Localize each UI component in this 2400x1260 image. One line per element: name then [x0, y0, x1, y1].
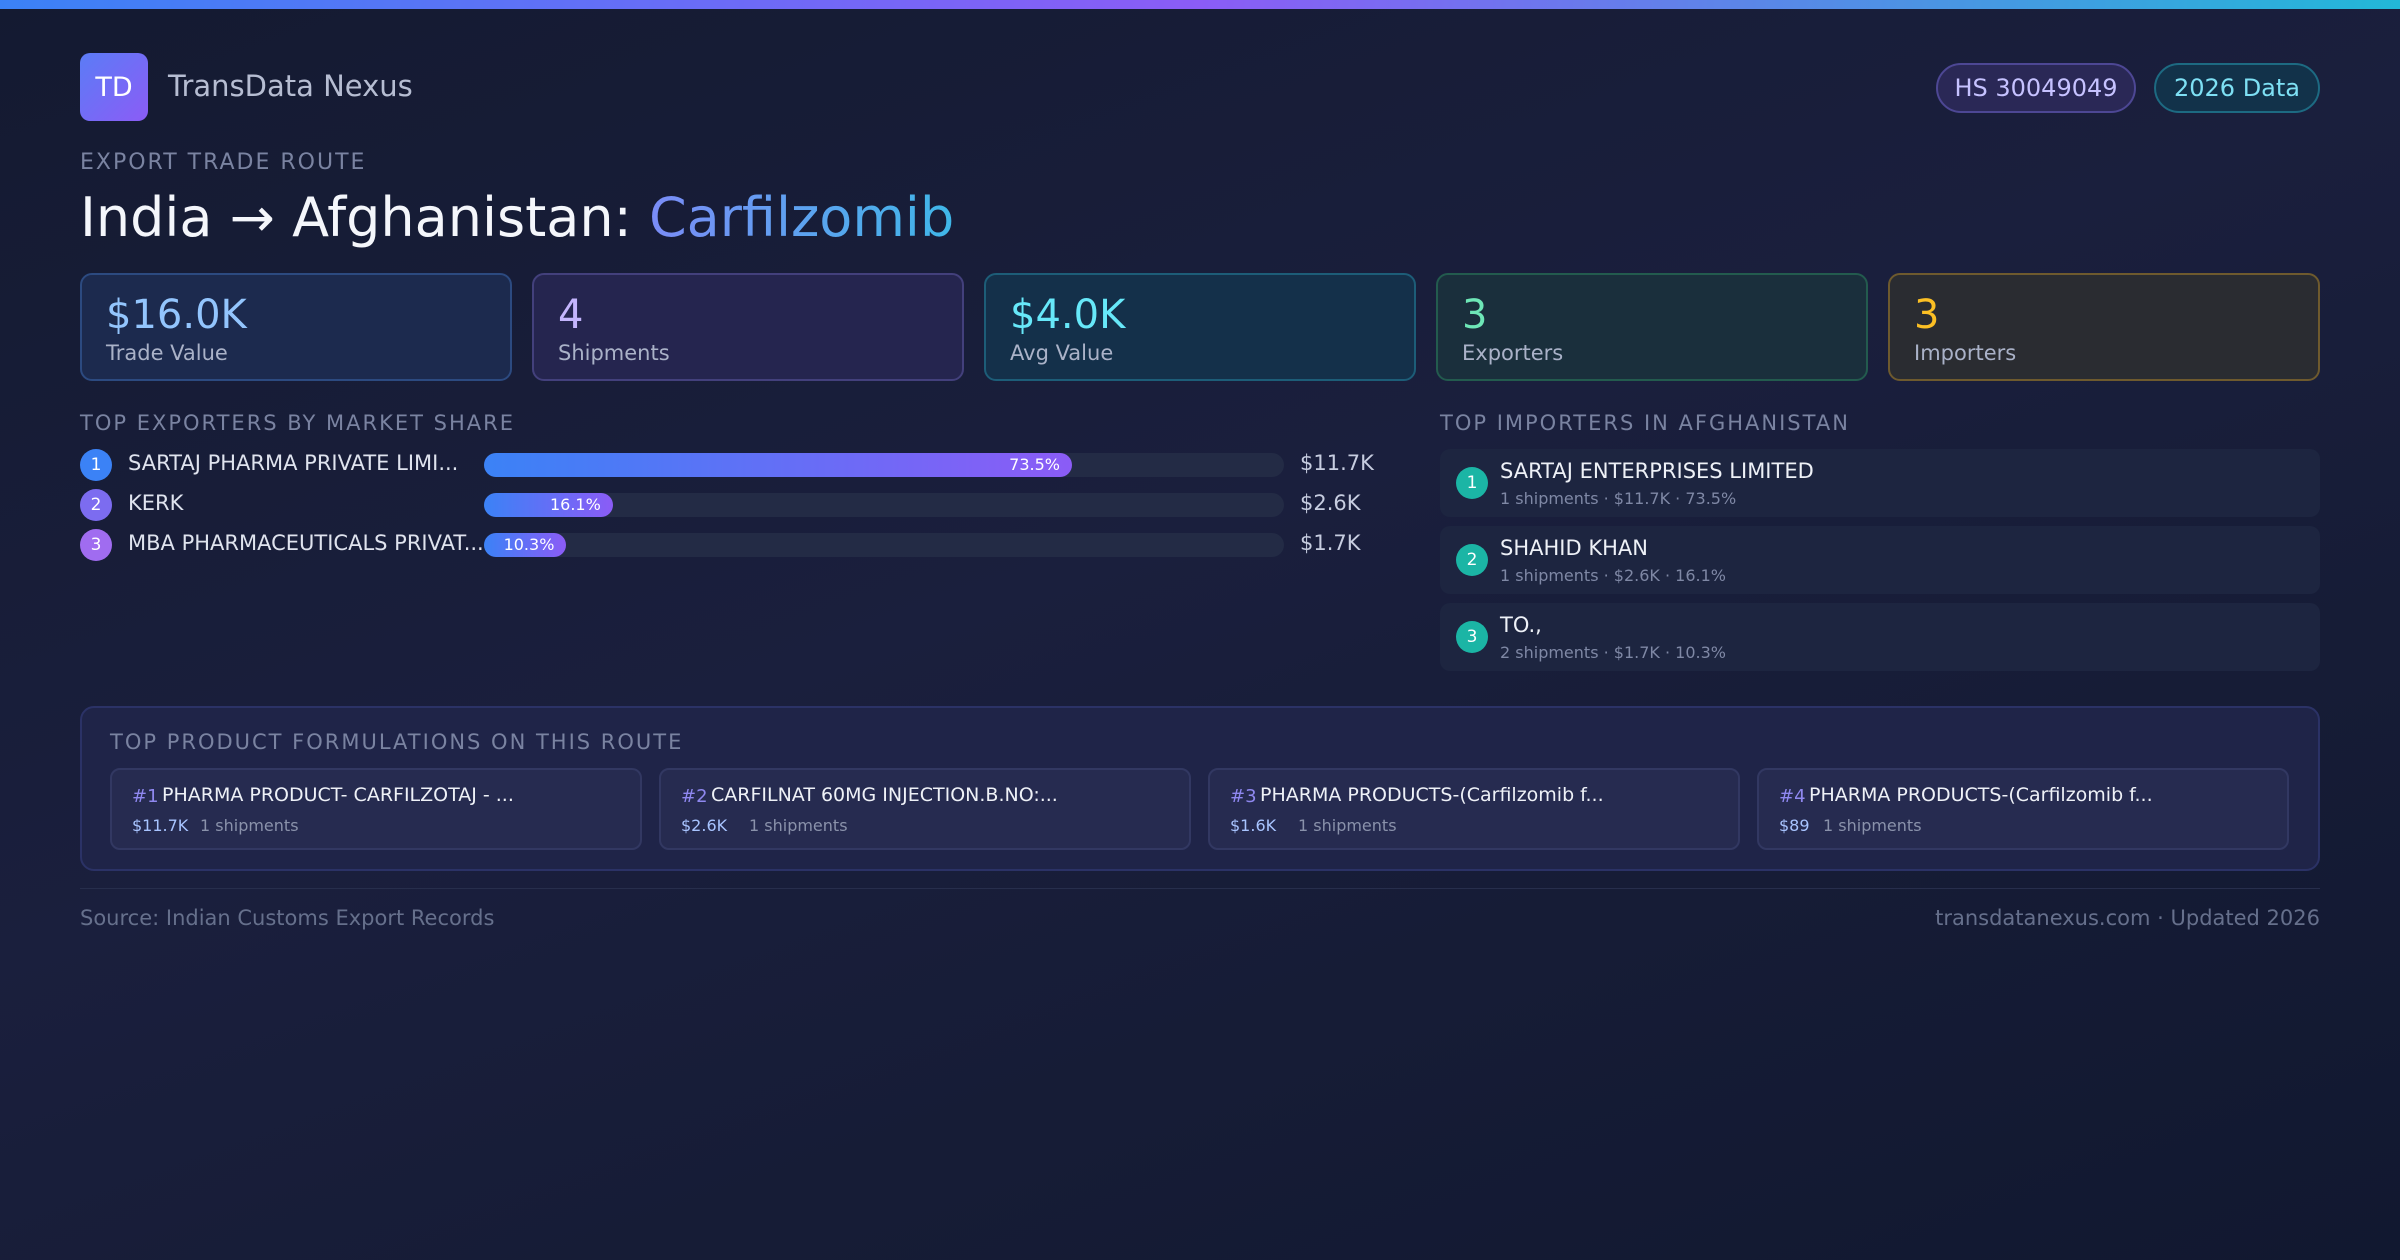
exporter-rank: 1 [80, 449, 112, 481]
hs-code-badge: HS 30049049 [1936, 63, 2136, 113]
importer-rank: 2 [1456, 544, 1488, 576]
product-rank: #4 [1779, 786, 1806, 807]
page-title: India → Afghanistan: Carfilzomib [80, 186, 954, 249]
stat-importers: 3 Importers [1888, 273, 2320, 381]
footer-divider [80, 888, 2320, 889]
page-eyebrow: EXPORT TRADE ROUTE [80, 150, 367, 175]
title-route: India → Afghanistan: [80, 186, 649, 249]
importer-card[interactable]: 1 SARTAJ ENTERPRISES LIMITED 1 shipments… [1440, 449, 2320, 517]
stat-exporters: 3 Exporters [1436, 273, 1868, 381]
stat-label: Shipments [558, 341, 670, 365]
product-name: PHARMA PRODUCT- CARFILZOTAJ - ... [162, 784, 514, 806]
stat-avg-value: $4.0K Avg Value [984, 273, 1416, 381]
importer-name: SHAHID KHAN [1500, 536, 1648, 560]
importers-section-title: TOP IMPORTERS IN AFGHANISTAN [1440, 411, 1850, 435]
footer-site[interactable]: transdatanexus.com · Updated 2026 [1935, 906, 2320, 930]
product-name: PHARMA PRODUCTS-(Carfilzomib f... [1260, 784, 1604, 806]
stat-value: 3 [1914, 292, 1940, 338]
title-product: Carfilzomib [648, 186, 955, 249]
stat-trade-value: $16.0K Trade Value [80, 273, 512, 381]
header: TD TransData Nexus HS 30049049 2026 Data [80, 53, 2320, 121]
product-card[interactable]: #2 CARFILNAT 60MG INJECTION.B.NO:... $2.… [659, 768, 1191, 850]
product-card[interactable]: #4 PHARMA PRODUCTS-(Carfilzomib f... $89… [1757, 768, 2289, 850]
product-shipments: 1 shipments [1823, 816, 1922, 835]
stat-value: 4 [558, 292, 584, 338]
share-bar-fill: 73.5% [484, 453, 1072, 477]
importer-rank: 3 [1456, 621, 1488, 653]
product-rank: #1 [132, 786, 159, 807]
logo[interactable]: TD [80, 53, 148, 121]
stat-value: $4.0K [1010, 292, 1126, 338]
share-bar-track: 16.1% [484, 493, 1284, 517]
stat-value: $16.0K [106, 292, 247, 338]
stat-shipments: 4 Shipments [532, 273, 964, 381]
stat-label: Importers [1914, 341, 2017, 365]
exporter-row[interactable]: 3 MBA PHARMACEUTICALS PRIVAT... 10.3% $1… [80, 529, 1370, 561]
product-value: $11.7K [132, 816, 189, 835]
share-bar-fill: 10.3% [484, 533, 567, 557]
importer-meta: 1 shipments · $2.6K · 16.1% [1500, 566, 1726, 585]
products-section-title: TOP PRODUCT FORMULATIONS ON THIS ROUTE [110, 730, 684, 754]
importer-meta: 1 shipments · $11.7K · 73.5% [1500, 489, 1737, 508]
product-rank: #3 [1230, 786, 1257, 807]
product-name: PHARMA PRODUCTS-(Carfilzomib f... [1809, 784, 2153, 806]
product-value: $1.6K [1230, 816, 1277, 835]
exporter-name: SARTAJ PHARMA PRIVATE LIMI... [128, 451, 459, 475]
importer-name: TO., [1500, 613, 1542, 637]
data-year-badge: 2026 Data [2154, 63, 2320, 113]
product-card[interactable]: #3 PHARMA PRODUCTS-(Carfilzomib f... $1.… [1208, 768, 1740, 850]
exporter-value: $1.7K [1300, 531, 1361, 555]
exporters-section-title: TOP EXPORTERS BY MARKET SHARE [80, 411, 516, 435]
exporter-name: MBA PHARMACEUTICALS PRIVAT... [128, 531, 484, 555]
share-bar-fill: 16.1% [484, 493, 613, 517]
exporter-rank: 3 [80, 529, 112, 561]
stat-label: Trade Value [106, 341, 228, 365]
importer-name: SARTAJ ENTERPRISES LIMITED [1500, 459, 1814, 483]
importer-meta: 2 shipments · $1.7K · 10.3% [1500, 643, 1726, 662]
top-accent-bar [0, 0, 2400, 9]
stats-row: $16.0K Trade Value 4 Shipments $4.0K Avg… [80, 273, 2320, 381]
exporter-value: $2.6K [1300, 491, 1361, 515]
share-bar-track: 10.3% [484, 533, 1284, 557]
product-name: CARFILNAT 60MG INJECTION.B.NO:... [711, 784, 1058, 806]
product-shipments: 1 shipments [200, 816, 299, 835]
stat-value: 3 [1462, 292, 1488, 338]
footer-source: Source: Indian Customs Export Records [80, 906, 495, 930]
exporter-name: KERK [128, 491, 184, 515]
product-rank: #2 [681, 786, 708, 807]
exporter-row[interactable]: 2 KERK 16.1% $2.6K [80, 489, 1370, 521]
exporter-value: $11.7K [1300, 451, 1374, 475]
product-value: $89 [1779, 816, 1810, 835]
product-card[interactable]: #1 PHARMA PRODUCT- CARFILZOTAJ - ... $11… [110, 768, 642, 850]
product-value: $2.6K [681, 816, 728, 835]
exporter-row[interactable]: 1 SARTAJ PHARMA PRIVATE LIMI... 73.5% $1… [80, 449, 1374, 481]
share-bar-track: 73.5% [484, 453, 1284, 477]
product-shipments: 1 shipments [749, 816, 848, 835]
importer-card[interactable]: 3 TO., 2 shipments · $1.7K · 10.3% [1440, 603, 2320, 671]
brand-name[interactable]: TransData Nexus [168, 69, 413, 103]
importer-rank: 1 [1456, 467, 1488, 499]
product-formulations-panel: TOP PRODUCT FORMULATIONS ON THIS ROUTE #… [80, 706, 2320, 871]
importer-card[interactable]: 2 SHAHID KHAN 1 shipments · $2.6K · 16.1… [1440, 526, 2320, 594]
stat-label: Exporters [1462, 341, 1564, 365]
stat-label: Avg Value [1010, 341, 1114, 365]
product-shipments: 1 shipments [1298, 816, 1397, 835]
exporter-rank: 2 [80, 489, 112, 521]
